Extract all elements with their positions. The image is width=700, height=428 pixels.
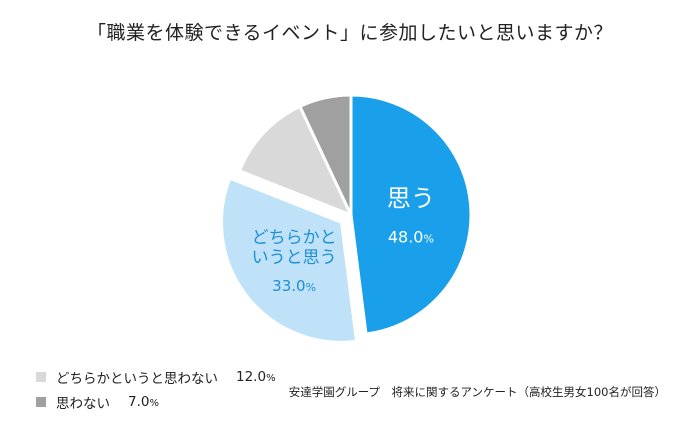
slice-label: 思う: [387, 185, 435, 213]
pie-slice: [298, 93, 353, 217]
legend-value: 12.0%: [236, 369, 276, 385]
legend-item: 思わない 7.0%: [36, 391, 276, 413]
slice-label: どちらかと: [252, 228, 337, 248]
slice-label: いうと思う: [252, 248, 337, 268]
slice-value-label: 33.0%: [272, 277, 316, 295]
pie-slice: [349, 93, 473, 336]
slice-value-label: 48.0%: [388, 228, 434, 247]
chart-title: 「職業を体験できるイベント」に参加したいと思いますか？: [86, 22, 614, 44]
legend-label: どちらかというと思わない: [56, 371, 218, 387]
legend-label: 思わない: [56, 396, 110, 412]
legend-swatch: [36, 372, 46, 382]
legend-value: 7.0%: [128, 394, 159, 410]
pie-slice: [237, 104, 353, 217]
legend-swatch: [36, 397, 46, 407]
pie-slice: [220, 176, 359, 344]
source-note: 安達学園グループ 将来に関するアンケート（高校生男女100名が回答）: [288, 385, 666, 399]
legend: どちらかというと思わない 12.0% 思わない 7.0%: [36, 366, 276, 416]
legend-item: どちらかというと思わない 12.0%: [36, 366, 276, 388]
